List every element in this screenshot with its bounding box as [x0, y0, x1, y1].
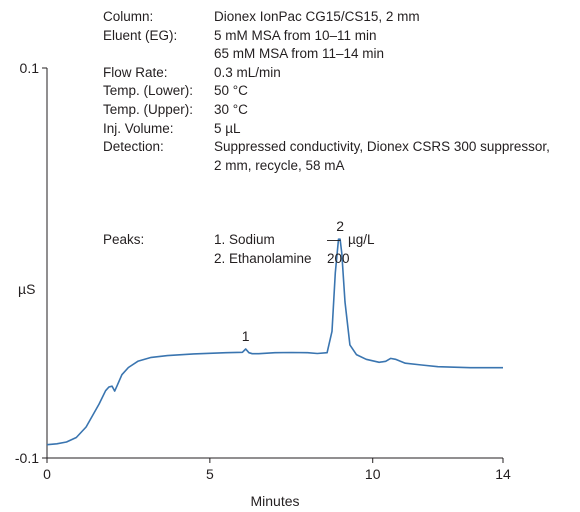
condition-row: Temp. (Upper): 30 °C	[103, 101, 580, 120]
x-tick-label: 5	[206, 466, 214, 482]
peak-amount-1: — µg/L	[327, 231, 375, 250]
condition-value: 30 °C	[214, 101, 248, 117]
condition-row: Flow Rate: 0.3 mL/min	[103, 64, 580, 83]
condition-label: Flow Rate:	[103, 64, 168, 80]
y-axis-label: µS	[18, 281, 35, 297]
peaks-row-1: Peaks: 1. Sodium — µg/L	[103, 231, 375, 250]
condition-value: 5 µL	[214, 120, 241, 136]
x-tick-label: 0	[43, 466, 51, 482]
x-tick-label: 14	[495, 466, 511, 482]
peak-name-1: 1. Sodium	[214, 232, 275, 247]
condition-label: Column:	[103, 9, 154, 24]
condition-row: Column: Dionex IonPac CG15/CS15, 2 mm	[103, 8, 580, 27]
x-tick-label: 10	[365, 466, 381, 482]
peaks-row-2: 2. Ethanolamine 200	[103, 250, 375, 269]
condition-value: 50 °C	[214, 83, 248, 99]
peaks-label: Peaks:	[103, 232, 145, 247]
peak-label-1: 1	[242, 328, 250, 344]
condition-row: Eluent (EG): 5 mM MSA from 10–11 min	[103, 27, 580, 46]
peak-amount-dash: —	[327, 232, 341, 247]
condition-label: Temp. (Upper):	[103, 101, 194, 117]
conditions-table: Column: Dionex IonPac CG15/CS15, 2 mm Elue…	[103, 8, 580, 175]
condition-label: Eluent (EG):	[103, 27, 178, 43]
condition-value: 2 mm, recycle, 58 mA	[214, 157, 345, 173]
condition-label: Temp. (Lower):	[103, 83, 194, 99]
condition-row: Temp. (Lower): 50 °C	[103, 82, 580, 101]
peak-label-2: 2	[336, 218, 344, 234]
condition-value: 0.3 mL/min	[214, 64, 281, 80]
peaks-table: Peaks: 1. Sodium — µg/L 2. Ethanolamine …	[103, 231, 375, 268]
condition-label: Detection:	[103, 139, 164, 155]
condition-row: Detection: Suppressed conductivity, Dione…	[103, 138, 580, 157]
condition-value: 5 mM MSA from 10–11 min	[214, 27, 377, 43]
y-tick-label: -0.1	[15, 450, 39, 466]
condition-row: 2 mm, recycle, 58 mA	[103, 157, 580, 176]
chromatogram-trace	[46, 238, 503, 446]
condition-value: Dionex IonPac CG15/CS15, 2 mm	[214, 9, 420, 24]
y-tick-label: 0.1	[20, 60, 40, 76]
x-axis-label: Minutes	[250, 493, 299, 509]
condition-value: Suppressed conductivity, Dionex CSRS 300…	[214, 139, 550, 155]
peak-name-2: 2. Ethanolamine	[214, 250, 312, 266]
condition-row: Inj. Volume: 5 µL	[103, 120, 580, 139]
condition-value: 65 mM MSA from 11–14 min	[214, 46, 385, 62]
condition-label: Inj. Volume:	[103, 120, 174, 136]
peak-amount-2: 200	[327, 250, 350, 266]
peak-unit: µg/L	[348, 232, 375, 247]
condition-row: 65 mM MSA from 11–14 min	[103, 45, 580, 64]
